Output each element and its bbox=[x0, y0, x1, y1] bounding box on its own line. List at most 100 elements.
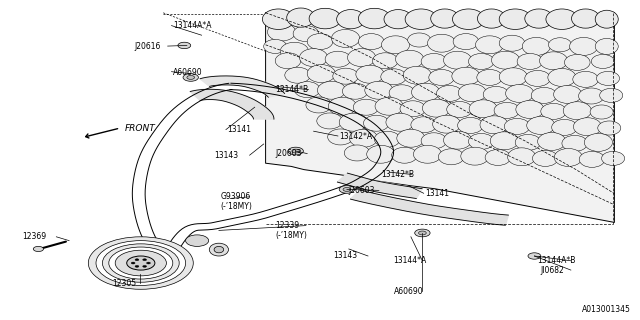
Ellipse shape bbox=[438, 149, 464, 165]
Ellipse shape bbox=[408, 33, 431, 47]
Text: 13144A*A: 13144A*A bbox=[173, 21, 211, 30]
Circle shape bbox=[135, 265, 139, 267]
Ellipse shape bbox=[573, 118, 602, 136]
Text: FRONT: FRONT bbox=[125, 124, 156, 133]
Ellipse shape bbox=[538, 132, 566, 150]
Ellipse shape bbox=[598, 121, 621, 135]
Ellipse shape bbox=[384, 10, 412, 29]
Ellipse shape bbox=[452, 9, 484, 29]
Ellipse shape bbox=[584, 133, 612, 151]
Polygon shape bbox=[351, 190, 508, 225]
Ellipse shape bbox=[285, 67, 310, 83]
Ellipse shape bbox=[517, 53, 543, 69]
Circle shape bbox=[109, 247, 173, 279]
Ellipse shape bbox=[527, 116, 555, 134]
Ellipse shape bbox=[358, 34, 384, 50]
Ellipse shape bbox=[411, 117, 436, 133]
Ellipse shape bbox=[307, 65, 335, 83]
Ellipse shape bbox=[483, 86, 509, 102]
Ellipse shape bbox=[433, 115, 461, 133]
Ellipse shape bbox=[328, 129, 353, 145]
Circle shape bbox=[186, 235, 209, 246]
Text: JI0682: JI0682 bbox=[541, 266, 564, 275]
Ellipse shape bbox=[508, 148, 536, 166]
Circle shape bbox=[419, 231, 426, 235]
Ellipse shape bbox=[264, 39, 287, 53]
Ellipse shape bbox=[552, 119, 577, 135]
Polygon shape bbox=[337, 173, 422, 198]
Ellipse shape bbox=[342, 83, 368, 99]
Text: G93906: G93906 bbox=[221, 192, 251, 201]
Ellipse shape bbox=[492, 51, 520, 69]
Ellipse shape bbox=[452, 67, 480, 85]
Ellipse shape bbox=[344, 145, 370, 161]
Text: J20616: J20616 bbox=[134, 42, 161, 51]
Ellipse shape bbox=[306, 97, 332, 113]
Text: 13143: 13143 bbox=[333, 252, 357, 260]
Text: 12339: 12339 bbox=[275, 221, 300, 230]
Ellipse shape bbox=[590, 105, 613, 119]
Polygon shape bbox=[200, 76, 285, 97]
Ellipse shape bbox=[506, 84, 534, 102]
Circle shape bbox=[415, 229, 430, 237]
Ellipse shape bbox=[563, 102, 591, 120]
Text: A60690: A60690 bbox=[394, 287, 423, 296]
Ellipse shape bbox=[381, 36, 410, 54]
Ellipse shape bbox=[600, 88, 623, 102]
Ellipse shape bbox=[421, 53, 447, 69]
Ellipse shape bbox=[436, 85, 462, 101]
Text: (-’18MY): (-’18MY) bbox=[275, 231, 307, 240]
Ellipse shape bbox=[375, 97, 403, 115]
Circle shape bbox=[127, 256, 155, 270]
Ellipse shape bbox=[531, 87, 557, 103]
Ellipse shape bbox=[540, 52, 568, 70]
Ellipse shape bbox=[397, 129, 425, 147]
Text: A60690: A60690 bbox=[173, 68, 202, 76]
Ellipse shape bbox=[386, 113, 414, 131]
Ellipse shape bbox=[596, 71, 620, 85]
Ellipse shape bbox=[579, 88, 604, 104]
Text: 13141: 13141 bbox=[227, 125, 251, 134]
Ellipse shape bbox=[494, 102, 520, 118]
Ellipse shape bbox=[396, 50, 424, 68]
Ellipse shape bbox=[444, 131, 472, 149]
Ellipse shape bbox=[209, 243, 228, 256]
Circle shape bbox=[288, 147, 303, 155]
Ellipse shape bbox=[337, 10, 365, 29]
Ellipse shape bbox=[421, 133, 447, 149]
Ellipse shape bbox=[477, 9, 506, 28]
Text: 13144*B: 13144*B bbox=[275, 85, 308, 94]
Ellipse shape bbox=[381, 69, 406, 85]
Text: (-’18MY): (-’18MY) bbox=[221, 202, 253, 211]
Ellipse shape bbox=[389, 85, 415, 101]
Ellipse shape bbox=[490, 132, 518, 150]
Ellipse shape bbox=[499, 9, 531, 29]
Circle shape bbox=[102, 244, 179, 282]
Ellipse shape bbox=[541, 103, 566, 119]
Ellipse shape bbox=[405, 9, 437, 29]
Ellipse shape bbox=[548, 38, 572, 52]
Ellipse shape bbox=[515, 134, 541, 150]
Circle shape bbox=[147, 262, 150, 264]
Ellipse shape bbox=[546, 9, 578, 29]
Ellipse shape bbox=[573, 71, 598, 87]
Text: J20603: J20603 bbox=[275, 149, 301, 158]
Ellipse shape bbox=[280, 42, 308, 60]
Ellipse shape bbox=[572, 9, 600, 28]
Ellipse shape bbox=[554, 148, 582, 166]
Ellipse shape bbox=[367, 145, 395, 163]
Ellipse shape bbox=[595, 38, 618, 54]
Ellipse shape bbox=[469, 100, 497, 118]
Ellipse shape bbox=[458, 117, 483, 133]
Ellipse shape bbox=[476, 36, 504, 54]
Ellipse shape bbox=[499, 35, 525, 51]
Ellipse shape bbox=[400, 101, 426, 117]
Ellipse shape bbox=[309, 8, 341, 29]
Ellipse shape bbox=[293, 26, 319, 42]
Ellipse shape bbox=[429, 69, 454, 85]
Circle shape bbox=[115, 250, 166, 276]
Text: J20603: J20603 bbox=[349, 186, 375, 195]
Ellipse shape bbox=[365, 81, 393, 99]
Ellipse shape bbox=[591, 54, 614, 68]
Text: 13144*A: 13144*A bbox=[394, 256, 427, 265]
